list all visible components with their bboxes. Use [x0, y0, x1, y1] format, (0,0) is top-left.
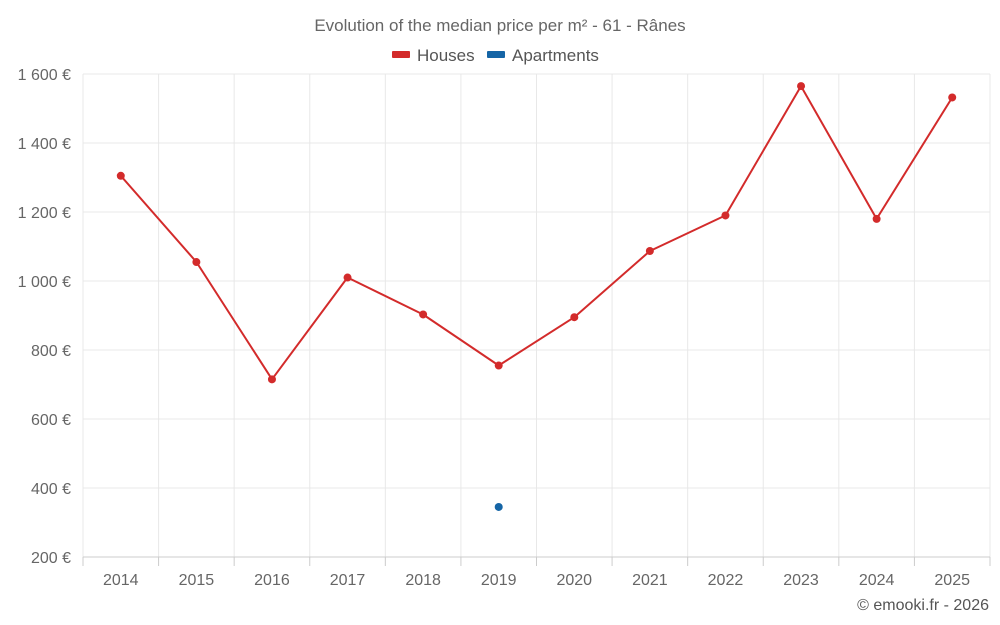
credit-text: © emooki.fr - 2026	[857, 597, 989, 614]
legend-label-apartments[interactable]: Apartments	[512, 46, 599, 65]
y-tick-label: 1 600 €	[18, 67, 71, 84]
y-tick-label: 1 400 €	[18, 136, 71, 153]
legend-swatch-houses[interactable]	[392, 51, 410, 58]
x-tick-label: 2014	[103, 572, 139, 589]
data-point-houses-2022[interactable]	[721, 211, 730, 220]
x-tick-label: 2016	[254, 572, 290, 589]
x-tick-label: 2022	[708, 572, 744, 589]
y-tick-label: 200 €	[31, 550, 71, 567]
data-point-houses-2017[interactable]	[343, 273, 352, 282]
data-point-houses-2025[interactable]	[948, 93, 957, 102]
data-point-houses-2018[interactable]	[419, 310, 428, 319]
data-point-apartments-2019[interactable]	[494, 502, 503, 511]
series-line-houses	[120, 85, 954, 381]
data-point-houses-2015[interactable]	[192, 258, 201, 267]
legend: Houses Apartments	[392, 46, 599, 65]
x-tick-label: 2024	[859, 572, 895, 589]
data-point-houses-2014[interactable]	[116, 171, 125, 180]
series-houses	[116, 82, 957, 384]
data-point-houses-2019[interactable]	[494, 361, 503, 370]
x-tick-label: 2020	[556, 572, 592, 589]
legend-label-houses[interactable]: Houses	[417, 46, 475, 65]
y-tick-label: 600 €	[31, 412, 71, 429]
data-point-houses-2023[interactable]	[797, 82, 806, 91]
x-tick-label: 2017	[330, 572, 366, 589]
legend-swatch-apartments[interactable]	[487, 51, 505, 58]
x-tick-label: 2015	[179, 572, 215, 589]
data-point-houses-2016[interactable]	[267, 375, 276, 384]
y-tick-label: 1 200 €	[18, 205, 71, 222]
y-tick-label: 800 €	[31, 343, 71, 360]
chart-title: Evolution of the median price per m² - 6…	[314, 16, 685, 35]
data-point-houses-2020[interactable]	[570, 313, 579, 322]
data-point-houses-2024[interactable]	[872, 214, 881, 223]
y-axis: 200 € 400 € 600 € 800 € 1 000 € 1 200 € 1 400 …	[18, 67, 71, 567]
y-tick-label: 400 €	[31, 481, 71, 498]
y-tick-label: 1 000 €	[18, 274, 71, 291]
x-axis: 2014 2015 2016 2017 2018 2019 2020 2021 2022 2023…	[82, 556, 991, 589]
series-apartments	[494, 502, 503, 511]
grid	[82, 73, 991, 558]
x-tick-label: 2025	[934, 572, 970, 589]
x-tick-label: 2023	[783, 572, 819, 589]
x-tick-label: 2021	[632, 572, 668, 589]
series-layer	[116, 82, 957, 511]
data-point-houses-2021[interactable]	[645, 246, 654, 255]
x-tick-label: 2019	[481, 572, 517, 589]
x-tick-label: 2018	[405, 572, 441, 589]
